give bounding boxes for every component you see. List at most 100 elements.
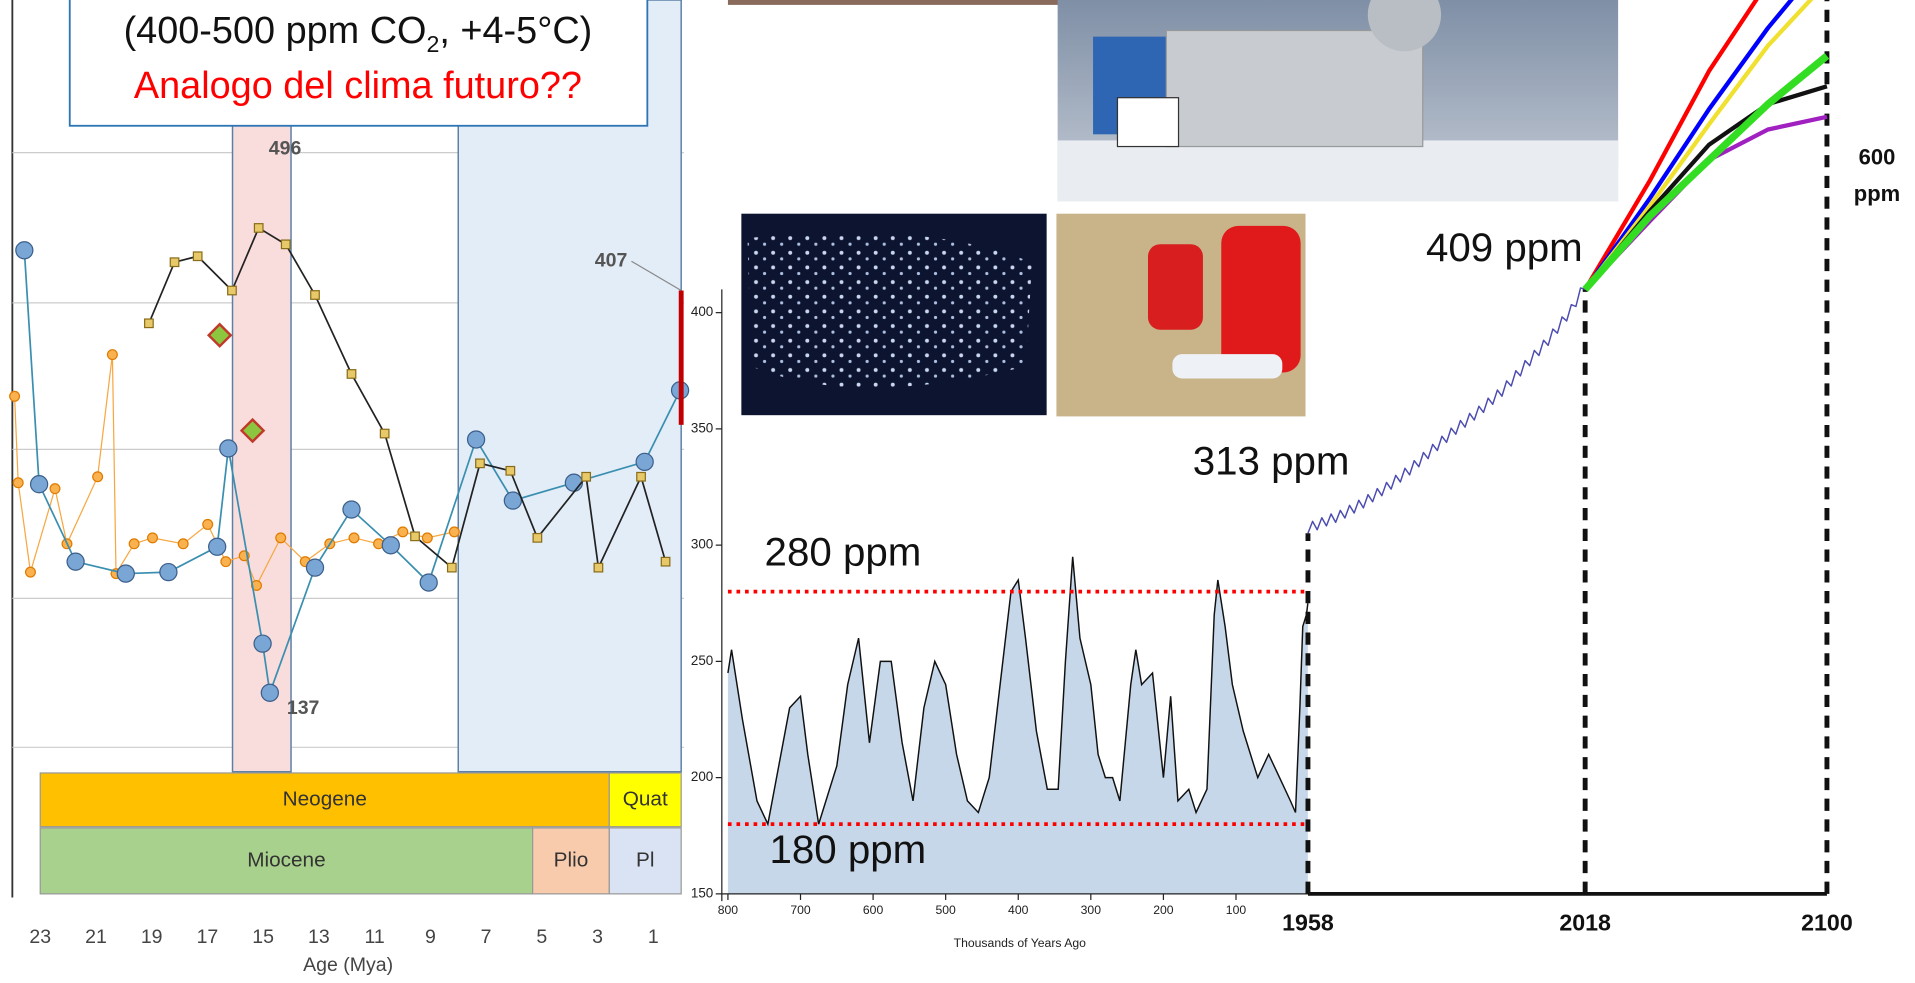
data-point: [565, 474, 582, 491]
photo-person: [1221, 226, 1300, 373]
data-point: [533, 534, 542, 543]
data-point: [31, 476, 48, 493]
data-point: [93, 472, 103, 482]
x-tick-label: 5: [536, 926, 547, 948]
data-point: [281, 240, 290, 249]
data-point: [506, 467, 515, 476]
y-tick-label: 250: [691, 653, 713, 668]
x-tick-label: 15: [252, 926, 274, 948]
photo-person: [1148, 244, 1203, 329]
data-point: [637, 472, 646, 481]
x-tick-label: 7: [481, 926, 492, 948]
data-point: [193, 252, 202, 261]
data-point: [10, 391, 20, 401]
x-tick-label: 1958: [1282, 910, 1334, 936]
data-point: [67, 553, 84, 570]
x-tick-label: 11: [365, 926, 385, 948]
period-label: Neogene: [283, 787, 367, 810]
data-point: [228, 286, 237, 295]
chart: NeogeneQuatMiocenePlioPl2321191715131197…: [0, 0, 1915, 983]
x-tick-label: 13: [308, 926, 330, 948]
title-part: , +4-5°C): [439, 10, 592, 52]
data-point: [380, 429, 389, 438]
data-point: [476, 459, 485, 468]
title: (400-500 ppm CO2, +4-5°C): [124, 10, 593, 57]
x-tick-label: 23: [29, 926, 51, 948]
data-point: [129, 539, 139, 549]
x-axis-label: Thousands of Years Ago: [954, 936, 1087, 950]
x-tick-label: 700: [790, 903, 811, 917]
data-point: [661, 557, 670, 566]
y-tick-label: 150: [691, 885, 713, 900]
period-label: Quat: [623, 787, 668, 810]
x-tick-label: 17: [197, 926, 219, 948]
data-point: [306, 559, 323, 576]
data-point: [347, 370, 356, 379]
data-point: [311, 291, 320, 300]
data-point: [448, 563, 457, 572]
data-point: [343, 501, 360, 518]
annotation: 407: [595, 249, 628, 271]
data-point: [170, 258, 179, 267]
data-point: [148, 533, 158, 543]
data-point: [220, 440, 237, 457]
data-point: [26, 567, 36, 577]
x-tick-label: 800: [718, 903, 739, 917]
x-tick-label: 300: [1081, 903, 1102, 917]
annotation: 313 ppm: [1193, 438, 1350, 483]
y-tick-label: 400: [691, 304, 713, 319]
x-tick-label: 600: [863, 903, 884, 917]
annotation: 137: [287, 697, 320, 719]
x-tick-label: 21: [85, 926, 107, 948]
title-part: 2: [426, 31, 439, 57]
photo-ice-core: [747, 233, 1032, 388]
data-point: [594, 563, 603, 572]
subtitle: Analogo del clima futuro??: [134, 65, 582, 107]
data-point: [16, 242, 33, 259]
data-point: [636, 453, 653, 470]
title-box: (400-500 ppm CO2, +4-5°C) Analogo del cl…: [70, 0, 648, 126]
side-note: ppm: [1854, 181, 1900, 206]
data-point: [221, 557, 231, 567]
data-point: [504, 492, 521, 509]
photo-building: [1166, 31, 1422, 147]
photo-snow: [1058, 140, 1618, 201]
data-point: [382, 537, 399, 554]
y-tick-label: 350: [691, 420, 713, 435]
data-point: [160, 564, 177, 581]
y-tick-label: 300: [691, 537, 713, 552]
y-tick-label: 200: [691, 769, 713, 784]
side-note: 600: [1859, 145, 1896, 170]
data-point: [349, 533, 359, 543]
data-point: [209, 538, 226, 555]
annotation: 409 ppm: [1426, 225, 1583, 270]
data-point: [582, 472, 591, 481]
data-point: [420, 574, 437, 591]
x-tick-label: 9: [425, 926, 436, 948]
x-tick-label: 1: [648, 926, 659, 948]
reference-label: 280 ppm: [765, 530, 922, 575]
reference-label: 180 ppm: [769, 827, 926, 872]
x-tick-label: 2100: [1801, 910, 1853, 936]
data-point: [449, 527, 459, 537]
data-point: [254, 635, 271, 652]
data-point: [276, 533, 286, 543]
period-label: Pl: [636, 848, 654, 871]
data-point: [398, 527, 408, 537]
modern-range: [679, 291, 684, 425]
annotation: 496: [269, 138, 302, 160]
data-point: [254, 224, 263, 233]
x-tick-label: 2018: [1559, 910, 1611, 936]
data-point: [261, 684, 278, 701]
period-label: Miocene: [247, 848, 325, 871]
data-point: [50, 484, 60, 494]
x-tick-label: 100: [1226, 903, 1247, 917]
x-tick-label: 200: [1153, 903, 1174, 917]
title-part: (400-500 ppm CO: [124, 10, 427, 52]
data-point: [108, 350, 118, 360]
x-tick-label: 3: [592, 926, 603, 948]
data-point: [203, 520, 213, 530]
x-axis-label: Age (Mya): [303, 954, 393, 976]
data-point: [422, 533, 432, 543]
data-point: [117, 565, 134, 582]
